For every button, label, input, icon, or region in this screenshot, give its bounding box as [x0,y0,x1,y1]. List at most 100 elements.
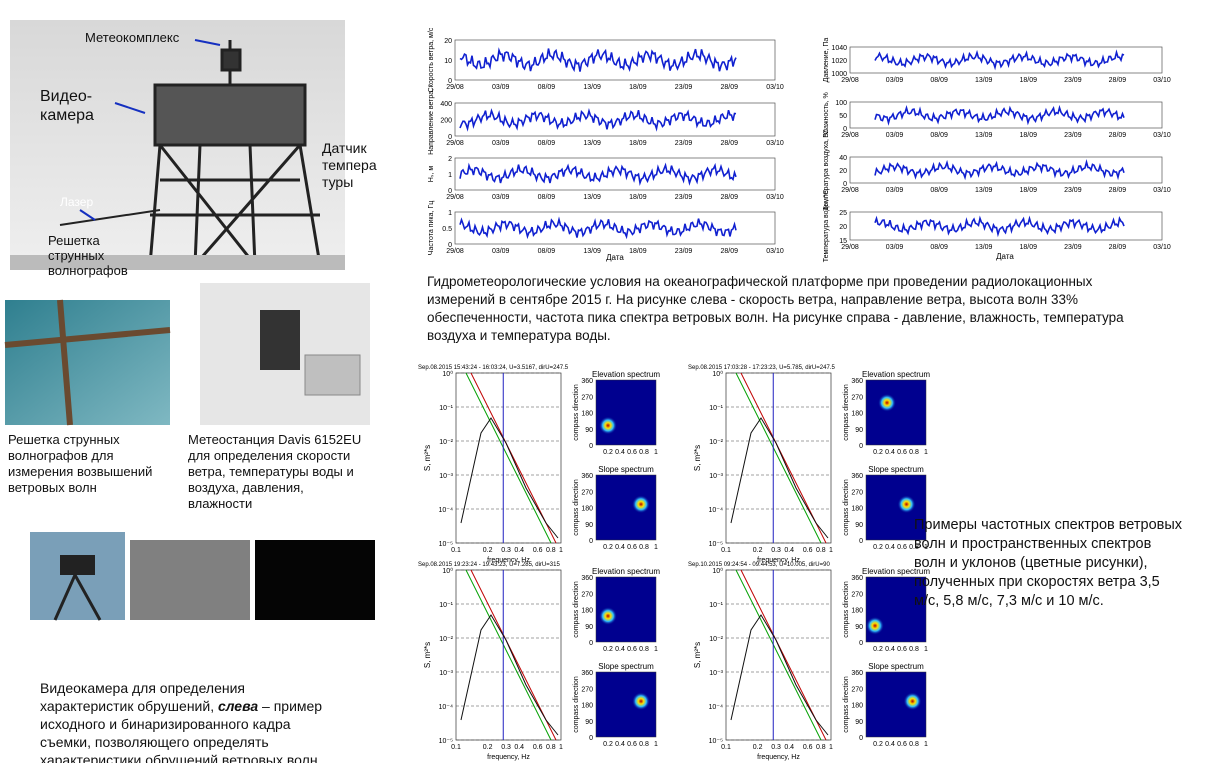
heatmap-title: Elevation spectrum [592,567,660,576]
dir-tick: 0 [589,735,593,742]
log-y-tick: 10⁰ [712,370,723,378]
x-tick-label: 08/09 [930,187,948,194]
heatmap-title: Slope spectrum [598,465,654,474]
dir-label: compass direction [573,384,580,441]
heatmap-blob [866,617,884,635]
dir-tick: 360 [851,378,863,385]
dir-label: compass direction [573,479,580,536]
dir-tick: 90 [855,522,863,529]
callout-label: Лазер [60,195,93,209]
freq-tick: 0.2 [873,741,883,748]
x-tick-label: 03/10 [1153,244,1171,251]
spectrum-header: Sep.08.2015 19:23:24 - 19:43:23, U=7.285… [418,562,560,568]
dir-tick: 0 [859,735,863,742]
x-tick-label: 29/08 [446,140,464,147]
freq-tick: 0.6 [627,449,637,456]
y-tick-label: 2 [448,156,452,163]
heatmap [866,380,926,445]
caption-part: характеристик обрушений, [40,698,218,714]
callout-label: камера [40,107,94,125]
freq-tick: 0.8 [909,646,919,653]
x-tick-label: 23/09 [1064,77,1082,84]
freq-tick: 0.6 [897,741,907,748]
freq-tick: 0.6 [897,646,907,653]
y-axis-label: Температура воды, °C [822,190,830,263]
figures: 0102029/0803/0908/0913/0918/0923/0928/09… [0,0,1209,763]
freq-tick: 0.8 [639,544,649,551]
y-tick-label: 1040 [831,45,847,52]
x-tick-label: 23/09 [675,248,693,255]
dir-label: compass direction [843,676,850,733]
freq-tick: 0.8 [909,449,919,456]
y-tick-label: 100 [835,100,847,107]
log-y-tick: 10⁻¹ [709,602,723,609]
log-y-tick: 10⁻² [439,439,453,446]
x-tick-label: 28/09 [1109,132,1127,139]
freq-tick: 0.4 [885,646,895,653]
x-tick-label: 28/09 [721,194,739,201]
log-x-tick: 0.1 [721,744,731,751]
log-y-tick: 10⁻⁴ [709,507,724,514]
heatmap-blob [878,394,896,412]
callout-label: Датчик [322,140,367,156]
freq-tick: 0.8 [639,646,649,653]
callout-label: струнных [48,248,104,263]
log-y-tick: 10⁻¹ [439,405,453,412]
caption: съемки, позволяющего определять [40,734,269,750]
y-axis-label: Направление ветра, ° [427,84,435,155]
log-x-tick: 0.4 [784,547,794,554]
freq-tick: 0.2 [603,544,613,551]
freq-tick: 0.4 [885,449,895,456]
y-tick-label: 20 [839,168,847,175]
dir-tick: 270 [581,591,593,598]
x-tick-label: 03/10 [766,194,784,201]
dir-tick: 0 [859,640,863,647]
freq-tick: 1 [654,741,658,748]
caption: исходного и бинаризированного кадра [40,716,291,732]
log-x-tick: 0.3 [771,744,781,751]
slide: 0102029/0803/0908/0913/0918/0923/0928/09… [0,0,1209,763]
x-tick-label: 03/09 [492,194,510,201]
y-axis-label: S, m²*s [423,445,432,471]
y-axis-label: Скорость ветра, м/с [428,27,435,92]
dir-tick: 270 [581,489,593,496]
heatmap-blob [898,495,916,513]
x-tick-label: 03/09 [886,187,904,194]
y-tick-label: 0.5 [442,226,452,233]
x-tick-label: 29/08 [446,248,464,255]
freq-tick: 0.2 [603,449,613,456]
y-tick-label: 400 [440,101,452,108]
dir-tick: 360 [581,473,593,480]
y-tick-label: 50 [839,113,847,120]
freq-tick: 0.4 [885,741,895,748]
caption: Примеры частотных спектров ветровых [914,517,1182,533]
dir-label: compass direction [573,676,580,733]
log-y-tick: 10⁻¹ [709,405,723,412]
x-tick-label: 08/09 [538,84,556,91]
dir-label: compass direction [843,479,850,536]
x-tick-label: 13/09 [583,194,601,201]
x-tick-label: 28/09 [1109,244,1127,251]
dir-tick: 0 [589,538,593,545]
caption: Метеостанция Davis 6152EU [188,432,361,447]
x-tick-label: 13/09 [975,244,993,251]
log-x-tick: 0.8 [816,547,826,554]
heatmap-title: Elevation spectrum [592,370,660,379]
x-tick-label: 03/09 [492,248,510,255]
x-tick-label: 18/09 [629,194,647,201]
log-x-tick: 0.8 [546,744,556,751]
x-tick-label: 29/08 [446,84,464,91]
caption: Видеокамера для определения [40,680,245,696]
log-x-tick: 1 [559,547,563,554]
log-x-tick: 0.2 [753,744,763,751]
y-tick-label: 1020 [831,58,847,65]
y-tick-label: 10 [444,58,452,65]
caption: м/с, 5,8 м/с, 7,3 м/с и 10 м/с. [914,593,1104,609]
log-x-tick: 0.8 [816,744,826,751]
x-tick-label: 13/09 [583,140,601,147]
freq-tick: 0.4 [615,741,625,748]
ts-panel [455,103,775,136]
dir-tick: 180 [581,703,593,710]
log-y-tick: 10⁰ [442,370,453,378]
x-tick-label: 13/09 [975,132,993,139]
